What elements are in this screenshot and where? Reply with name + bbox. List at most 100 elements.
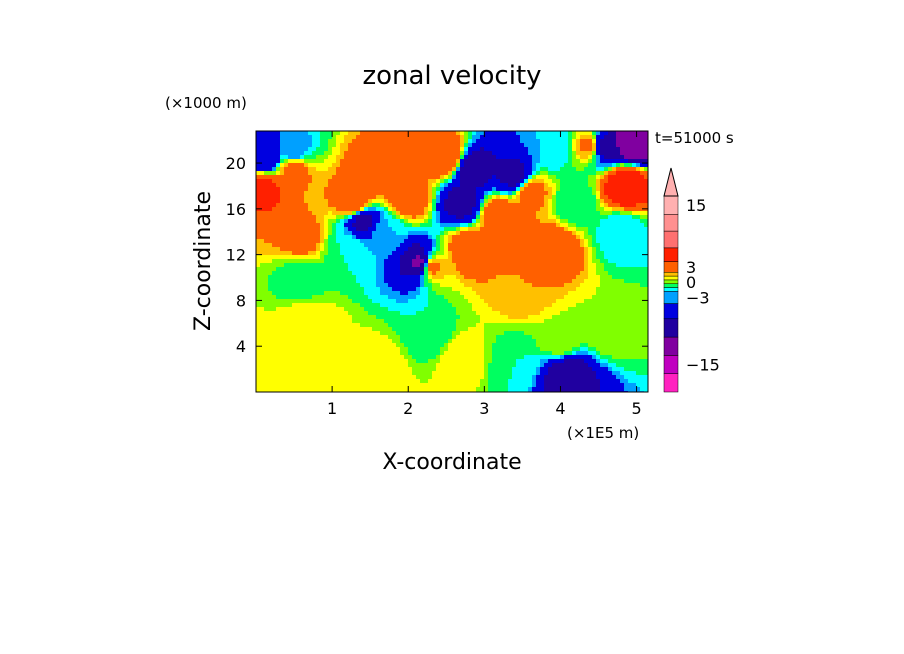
field-cell bbox=[440, 199, 444, 203]
field-cell bbox=[452, 191, 456, 195]
field-cell bbox=[536, 299, 540, 303]
field-cell bbox=[444, 155, 448, 159]
field-cell bbox=[312, 147, 316, 151]
field-cell bbox=[440, 255, 444, 259]
field-cell bbox=[492, 203, 496, 207]
field-cell bbox=[612, 271, 616, 275]
field-cell bbox=[556, 151, 560, 155]
field-cell bbox=[428, 159, 432, 163]
field-cell bbox=[352, 327, 356, 331]
field-cell bbox=[448, 207, 452, 211]
field-cell bbox=[372, 299, 376, 303]
field-cell bbox=[516, 255, 520, 259]
field-cell bbox=[296, 159, 300, 163]
field-cell bbox=[592, 275, 596, 279]
field-cell bbox=[260, 131, 264, 135]
field-cell bbox=[400, 287, 404, 291]
field-cell bbox=[328, 235, 332, 239]
field-cell bbox=[320, 295, 324, 299]
field-cell bbox=[608, 315, 612, 319]
field-cell bbox=[416, 195, 420, 199]
field-cell bbox=[376, 327, 380, 331]
field-cell bbox=[276, 167, 280, 171]
field-cell bbox=[640, 291, 644, 295]
field-cell bbox=[316, 231, 320, 235]
field-cell bbox=[520, 195, 524, 199]
field-cell bbox=[292, 287, 296, 291]
field-cell bbox=[472, 255, 476, 259]
field-cell bbox=[304, 139, 308, 143]
field-cell bbox=[392, 307, 396, 311]
field-cell bbox=[616, 307, 620, 311]
field-cell bbox=[564, 291, 568, 295]
field-cell bbox=[504, 131, 508, 135]
field-cell bbox=[436, 227, 440, 231]
field-cell bbox=[588, 239, 592, 243]
field-cell bbox=[256, 299, 260, 303]
field-cell bbox=[384, 247, 388, 251]
field-cell bbox=[296, 215, 300, 219]
field-cell bbox=[500, 311, 504, 315]
field-cell bbox=[444, 303, 448, 307]
field-cell bbox=[640, 163, 644, 167]
field-cell bbox=[508, 323, 512, 327]
field-cell bbox=[444, 207, 448, 211]
field-cell bbox=[264, 219, 268, 223]
field-cell bbox=[484, 231, 488, 235]
field-cell bbox=[332, 155, 336, 159]
field-cell bbox=[496, 283, 500, 287]
field-cell bbox=[396, 243, 400, 247]
field-cell bbox=[316, 271, 320, 275]
field-cell bbox=[548, 267, 552, 271]
field-cell bbox=[484, 311, 488, 315]
field-cell bbox=[456, 187, 460, 191]
field-cell bbox=[272, 271, 276, 275]
field-cell bbox=[488, 231, 492, 235]
field-cell bbox=[620, 195, 624, 199]
field-cell bbox=[472, 231, 476, 235]
field-cell bbox=[564, 147, 568, 151]
field-cell bbox=[544, 239, 548, 243]
field-cell bbox=[624, 287, 628, 291]
field-cell bbox=[608, 167, 612, 171]
field-cell bbox=[360, 259, 364, 263]
field-cell bbox=[360, 155, 364, 159]
field-cell bbox=[368, 195, 372, 199]
field-cell bbox=[300, 203, 304, 207]
field-cell bbox=[496, 191, 500, 195]
field-cell bbox=[544, 167, 548, 171]
field-cell bbox=[572, 191, 576, 195]
field-cell bbox=[640, 295, 644, 299]
field-cell bbox=[564, 287, 568, 291]
field-cell bbox=[472, 163, 476, 167]
field-cell bbox=[260, 307, 264, 311]
field-cell bbox=[588, 135, 592, 139]
field-cell bbox=[472, 295, 476, 299]
field-cell bbox=[428, 247, 432, 251]
field-cell bbox=[640, 247, 644, 251]
field-cell bbox=[424, 159, 428, 163]
field-cell bbox=[644, 291, 648, 295]
field-cell bbox=[628, 215, 632, 219]
field-cell bbox=[612, 155, 616, 159]
field-cell bbox=[532, 203, 536, 207]
field-cell bbox=[380, 287, 384, 291]
field-cell bbox=[516, 187, 520, 191]
field-cell bbox=[504, 251, 508, 255]
field-cell bbox=[616, 211, 620, 215]
field-cell bbox=[460, 255, 464, 259]
field-cell bbox=[360, 223, 364, 227]
field-cell bbox=[356, 295, 360, 299]
field-cell bbox=[332, 283, 336, 287]
field-cell bbox=[396, 275, 400, 279]
field-cell bbox=[344, 315, 348, 319]
field-cell bbox=[272, 259, 276, 263]
field-cell bbox=[304, 207, 308, 211]
field-cell bbox=[568, 319, 572, 323]
field-cell bbox=[496, 223, 500, 227]
field-cell bbox=[268, 247, 272, 251]
field-cell bbox=[584, 243, 588, 247]
field-cell bbox=[376, 259, 380, 263]
field-cell bbox=[304, 211, 308, 215]
field-cell bbox=[556, 259, 560, 263]
